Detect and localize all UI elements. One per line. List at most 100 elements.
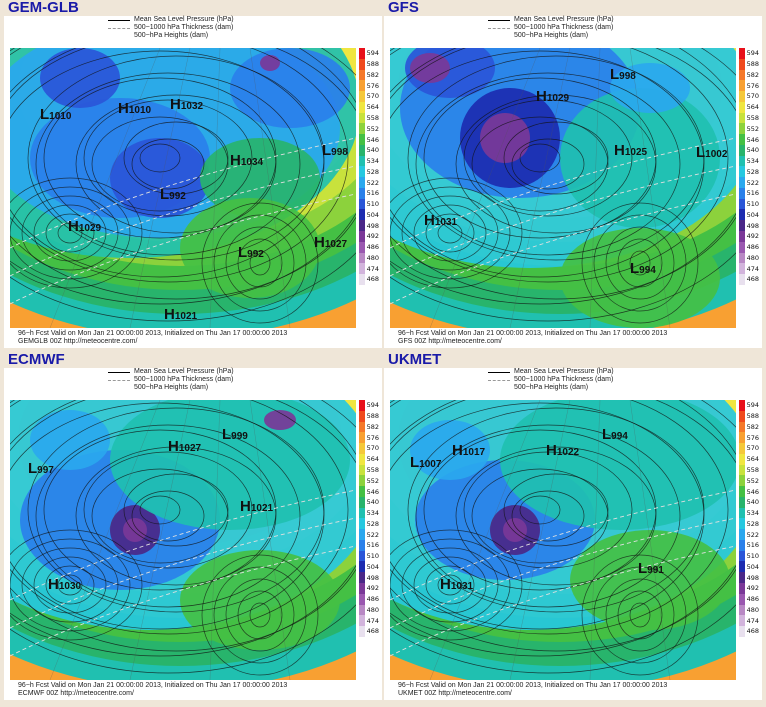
mslp-line-sample [108,371,130,373]
legend-heights: 500−hPa Heights (dam) [514,32,589,39]
isobar-contour [390,177,523,289]
isobar-contour [57,222,83,244]
center-pressure-value: 994 [611,431,628,442]
scale-swatch [739,241,745,253]
scale-swatch [359,400,365,411]
scale-label: 582 [746,422,759,431]
thickness-dashed-line [390,193,736,305]
chart-frame: Mean Sea Level Pressure (hPa) 500−1000 h… [384,16,762,348]
scale-label: 558 [366,465,379,474]
isobar-contour [35,424,301,608]
scale-swatch [739,144,745,156]
isobar-contour [617,238,663,288]
scale-swatch [359,58,365,70]
center-pressure-value: 1034 [240,157,264,168]
center-pressure-value: 1010 [128,105,152,116]
scale-swatch [739,572,745,584]
scale-row: 522 [359,529,379,540]
isobar-contour [390,48,729,283]
isobar-contour [390,48,736,322]
graticule-line [429,48,541,328]
scale-row: 510 [359,550,379,562]
scale-swatch [739,274,745,285]
scale-row: 492 [739,231,759,242]
isobar-contour [57,574,83,596]
scale-label: 570 [746,444,759,453]
scale-row: 546 [359,486,379,497]
scale-row: 570 [739,443,759,454]
field-svg [390,48,736,328]
scale-label: 558 [746,465,759,474]
scale-label: 504 [746,210,759,219]
scale-row: 522 [739,529,759,540]
model-title: GEM-GLB [8,0,79,16]
scale-row: 516 [739,187,759,199]
scale-swatch [739,443,745,454]
scale-row: 480 [359,252,379,264]
scale-label: 498 [746,221,759,230]
isobar-contour [10,400,356,657]
scale-row: 552 [359,123,379,135]
scale-label: 594 [366,49,379,58]
model-panel-gem-glb: GEM-GLB Mean Sea Level Pressure (hPa) 50… [4,0,382,350]
scale-swatch [739,198,745,210]
scale-swatch [739,539,745,551]
scale-swatch [739,187,745,199]
center-letter: L [238,244,248,261]
footer: 96−h Fcst Valid on Mon Jan 21 00:00:00 2… [398,330,667,346]
scale-row: 570 [359,91,379,102]
isobar-contour [123,121,229,195]
height-region [123,518,147,542]
scale-swatch [359,101,365,113]
isobar-contour [225,226,295,300]
isobar-contour [415,72,681,256]
graticule-line [49,400,161,680]
scale-label: 522 [746,530,759,539]
low-pressure-center: L999 [222,426,248,444]
isobar-contour [413,556,487,614]
legend-mslp: Mean Sea Level Pressure (hPa) [514,16,614,23]
isobar-contour [10,48,356,322]
isobar-contour [131,490,205,542]
thickness-dashed-line [390,517,736,629]
scale-swatch [359,486,365,497]
scale-row: 504 [359,561,379,573]
low-pressure-center: L994 [630,260,656,278]
isobar-contour [401,195,499,271]
scale-swatch [739,91,745,102]
scale-swatch [739,604,745,616]
scale-label: 576 [746,81,759,90]
isobar-contour [33,204,107,262]
center-letter: H [440,576,451,593]
scale-label: 516 [366,189,379,198]
isobar-contour [437,222,463,244]
legend-mslp: Mean Sea Level Pressure (hPa) [134,368,234,375]
forecast-map: L1007 H1017 H1022 L994 H1031 L991 [390,400,736,680]
center-pressure-value: 1025 [624,147,648,158]
center-letter: H [240,498,251,515]
scale-swatch [359,166,365,178]
center-pressure-value: 991 [647,565,664,576]
thickness-dashed-line [10,489,356,601]
scale-label: 504 [746,562,759,571]
footer: 96−h Fcst Valid on Mon Jan 21 00:00:00 2… [18,682,287,698]
scale-row: 468 [359,626,379,637]
scale-swatch [359,518,365,530]
center-pressure-value: 1010 [49,111,72,122]
color-scale: 594 588 582 576 570 564 558 552 546 540 534 528 522 5… [739,48,759,328]
height-region [200,138,320,218]
isobar-contour [10,402,325,630]
scale-swatch [359,604,365,616]
center-pressure-value: 1002 [705,149,728,160]
scale-swatch [359,561,365,573]
height-region [264,410,296,430]
scale-label: 576 [746,433,759,442]
scale-swatch [359,91,365,102]
scale-label: 468 [366,275,379,284]
thickness-dashed-line [390,489,736,601]
isobar-contour [605,226,675,300]
center-letter: H [614,142,625,159]
scale-label: 588 [366,60,379,69]
scale-row: 498 [359,220,379,232]
scale-row: 504 [359,209,379,221]
